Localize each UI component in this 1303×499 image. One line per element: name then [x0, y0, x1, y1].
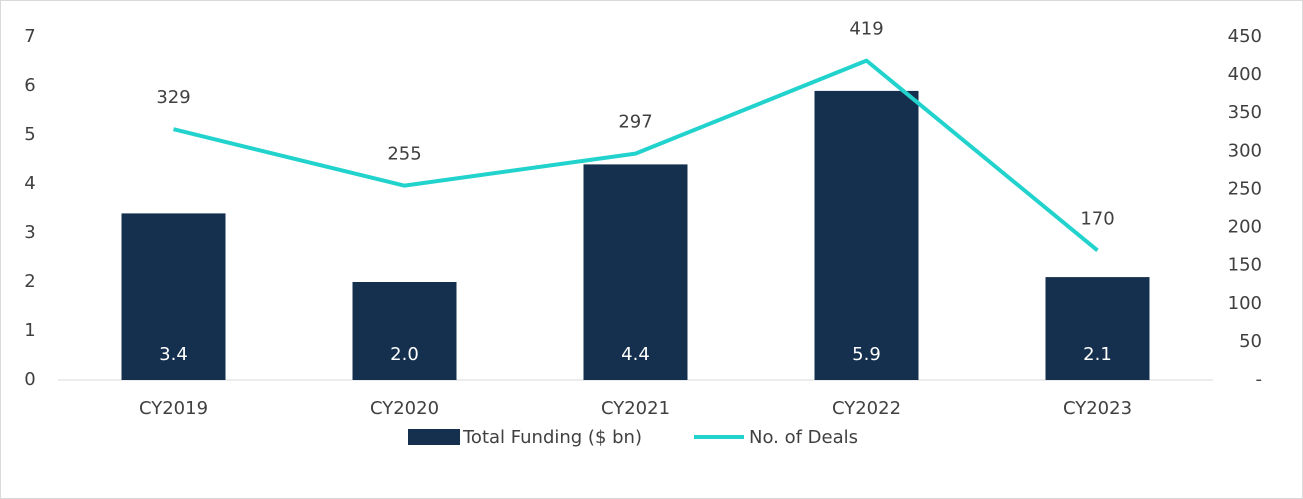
y2-tick-label: 450 [1228, 26, 1262, 47]
y2-tick-label: 250 [1228, 178, 1262, 199]
bar-value-label: 3.4 [159, 344, 188, 365]
bar-value-label: 2.0 [390, 344, 419, 365]
line-value-label: 329 [156, 87, 190, 108]
x-tick-label: CY2020 [370, 398, 439, 419]
bar [352, 282, 457, 380]
y-tick-label: 0 [24, 369, 35, 390]
line-value-label: 255 [387, 144, 421, 165]
x-tick-label: CY2019 [139, 398, 208, 419]
legend-label: Total Funding ($ bn) [462, 427, 642, 448]
x-tick-label: CY2022 [832, 398, 901, 419]
y-tick-label: 1 [24, 320, 35, 341]
bar-value-label: 5.9 [852, 344, 881, 365]
bar [121, 213, 226, 380]
legend-swatch [408, 429, 460, 445]
y2-tick-label: 50 [1239, 331, 1262, 352]
bar [814, 90, 919, 381]
y2-tick-label: 350 [1228, 102, 1262, 123]
y-tick-label: 7 [24, 26, 35, 47]
y2-tick-label: 300 [1228, 140, 1262, 161]
y2-tick-label: - [1256, 369, 1263, 390]
y-tick-label: 5 [24, 124, 35, 145]
line-value-label: 170 [1080, 208, 1114, 229]
line-value-label: 297 [618, 112, 652, 133]
y2-tick-label: 400 [1228, 64, 1262, 85]
y2-tick-label: 150 [1228, 255, 1262, 276]
y2-tick-label: 100 [1228, 293, 1262, 314]
x-tick-label: CY2023 [1063, 398, 1132, 419]
bar-value-label: 4.4 [621, 344, 650, 365]
y2-tick-label: 200 [1228, 217, 1262, 238]
legend-label: No. of Deals [749, 427, 858, 448]
bar [583, 164, 688, 380]
y-tick-label: 3 [24, 222, 35, 243]
bar-value-label: 2.1 [1083, 344, 1112, 365]
x-tick-label: CY2021 [601, 398, 670, 419]
y-tick-label: 6 [24, 75, 35, 96]
bar [1045, 277, 1150, 380]
line [173, 58, 1099, 252]
line-value-label: 419 [849, 19, 883, 40]
y-tick-label: 2 [24, 271, 35, 292]
y-tick-label: 4 [24, 173, 35, 194]
